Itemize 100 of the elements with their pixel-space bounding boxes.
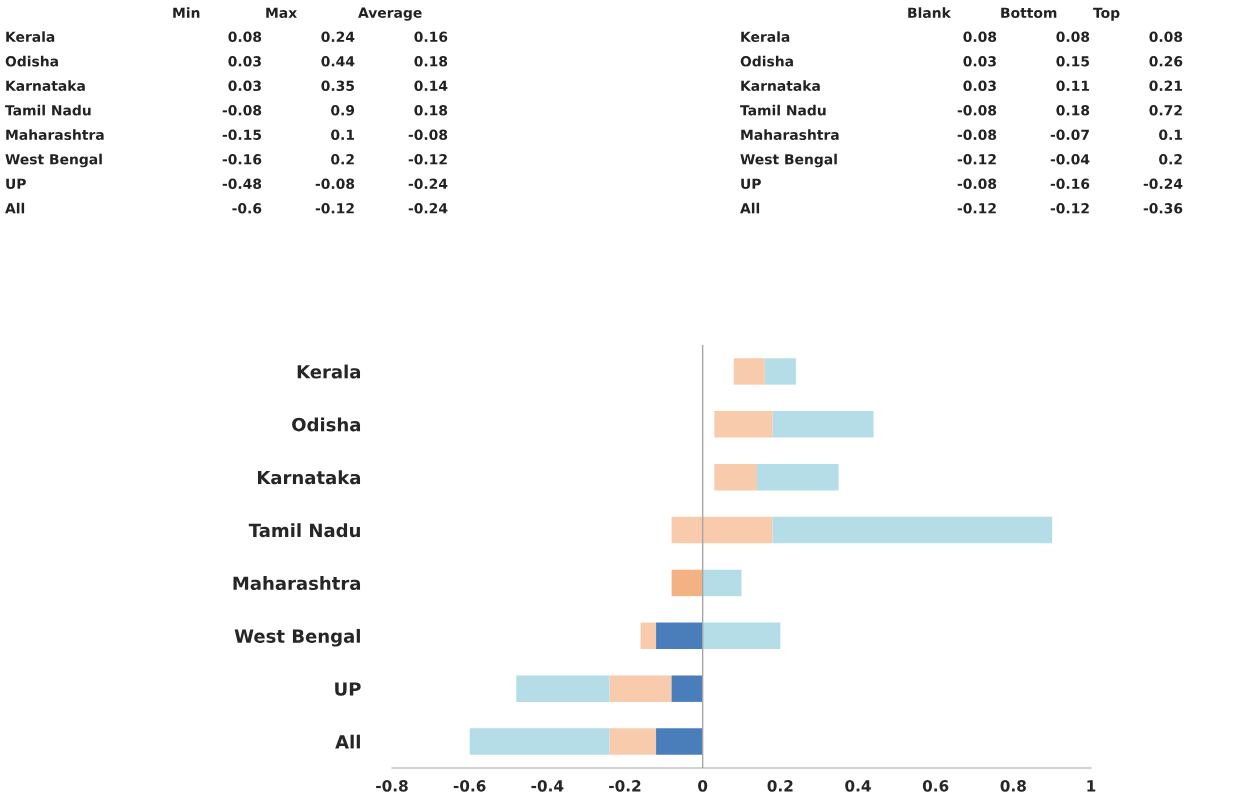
category-label: All [740, 202, 760, 214]
category-label: Odisha [5, 55, 58, 67]
category-label: UP [741, 178, 761, 190]
text: 0.35 [321, 80, 355, 92]
bar [469, 728, 610, 755]
text: -0.08 [315, 178, 355, 190]
text: 0.03 [228, 56, 261, 67]
text: -0.6 [232, 203, 262, 214]
bar [702, 622, 781, 650]
bar [714, 463, 758, 491]
text: 0.9 [331, 105, 355, 116]
y-tick-label: West Bengal [234, 628, 360, 647]
text: 0.18 [1056, 105, 1090, 116]
category-label: Top [1093, 7, 1120, 21]
x-tick-label: -0.6 [453, 780, 486, 792]
text: 0.08 [963, 31, 997, 43]
text: -0.48 [222, 178, 262, 190]
text: 0.72 [1149, 105, 1182, 116]
y-tick-label: All [335, 734, 360, 749]
category-label: Average [358, 7, 422, 21]
x-tick-label: 0.4 [845, 780, 871, 792]
y-tick-label: Karnataka [257, 470, 361, 485]
text: 0.18 [414, 105, 448, 116]
category-label: Maharashtra [741, 129, 839, 141]
text: 0.16 [414, 31, 448, 43]
bar [764, 358, 796, 385]
y-tick-label: UP [335, 682, 361, 696]
category-label: Tamil Nadu [5, 104, 91, 116]
bar [516, 675, 610, 702]
y-tick-label: Odisha [292, 417, 361, 432]
category-label: Kerala [741, 31, 790, 43]
text: 0.03 [963, 56, 996, 67]
text: 0.08 [1149, 31, 1183, 43]
category-label: All [5, 202, 25, 214]
bar [757, 463, 839, 491]
text: 0.03 [228, 80, 261, 92]
text: 0.1 [331, 129, 355, 141]
text: -0.08 [957, 129, 997, 141]
text: 0.26 [1149, 56, 1183, 67]
x-tick-label: -0.2 [609, 780, 641, 792]
text: -0.04 [1050, 154, 1090, 165]
text: -0.12 [1050, 203, 1089, 214]
text: -0.12 [315, 203, 354, 214]
bar [671, 516, 773, 544]
bar [772, 516, 1053, 544]
text: 0.11 [1056, 80, 1090, 92]
bar [772, 411, 874, 438]
bar [656, 622, 703, 650]
text: 0.1 [1159, 129, 1183, 141]
x-tick-label: 0.8 [1000, 780, 1026, 792]
bar [733, 358, 765, 385]
x-tick-label: -0.8 [376, 780, 408, 792]
text: -0.08 [408, 129, 448, 141]
bar [609, 675, 672, 702]
x-tick-label: 0.6 [922, 780, 949, 792]
category-label: Maharashtra [6, 129, 104, 141]
category-label: West Bengal [740, 153, 837, 168]
y-tick-label: Kerala [297, 364, 361, 379]
text: -0.24 [1143, 178, 1183, 190]
text: -0.16 [222, 154, 262, 165]
text: 0.08 [228, 31, 262, 43]
text: 0.18 [414, 56, 448, 67]
text: 0.2 [331, 154, 354, 165]
x-tick-label: 0 [698, 780, 708, 792]
category-label: West Bengal [5, 153, 102, 168]
category-label: Odisha [740, 55, 793, 67]
text: -0.08 [957, 178, 997, 190]
text: 0.14 [414, 80, 448, 92]
bar [640, 622, 657, 650]
bar [656, 728, 703, 755]
category-label: Kerala [6, 31, 55, 43]
text: 0.15 [1056, 56, 1090, 67]
text: 0.03 [963, 80, 996, 92]
y-tick-label: Tamil Nadu [248, 523, 360, 538]
category-label: Blank [908, 7, 952, 19]
text: -0.24 [408, 178, 448, 190]
category-label: UP [6, 178, 26, 190]
text: -0.36 [1143, 203, 1183, 214]
text: -0.08 [222, 105, 262, 116]
bar [609, 728, 657, 755]
text: -0.24 [408, 203, 448, 214]
text: 0.08 [1056, 31, 1090, 43]
text: -0.12 [957, 154, 996, 165]
category-label: Max [266, 7, 297, 19]
category-label: Min [173, 7, 200, 18]
x-tick-label: 1 [1087, 780, 1096, 792]
category-label: Karnataka [741, 80, 820, 92]
text: 0.2 [1159, 154, 1182, 165]
text: -0.08 [957, 105, 997, 116]
bar [714, 411, 773, 438]
text: -0.16 [1050, 178, 1090, 190]
text: -0.12 [408, 154, 447, 165]
bar [671, 569, 703, 597]
text: -0.15 [222, 129, 262, 141]
text: 0.24 [321, 31, 355, 43]
x-tick-label: 0.2 [767, 780, 793, 792]
category-label: Karnataka [6, 80, 85, 92]
text: -0.07 [1050, 129, 1089, 141]
category-label: Tamil Nadu [740, 104, 826, 116]
x-tick-label: -0.4 [531, 780, 564, 792]
